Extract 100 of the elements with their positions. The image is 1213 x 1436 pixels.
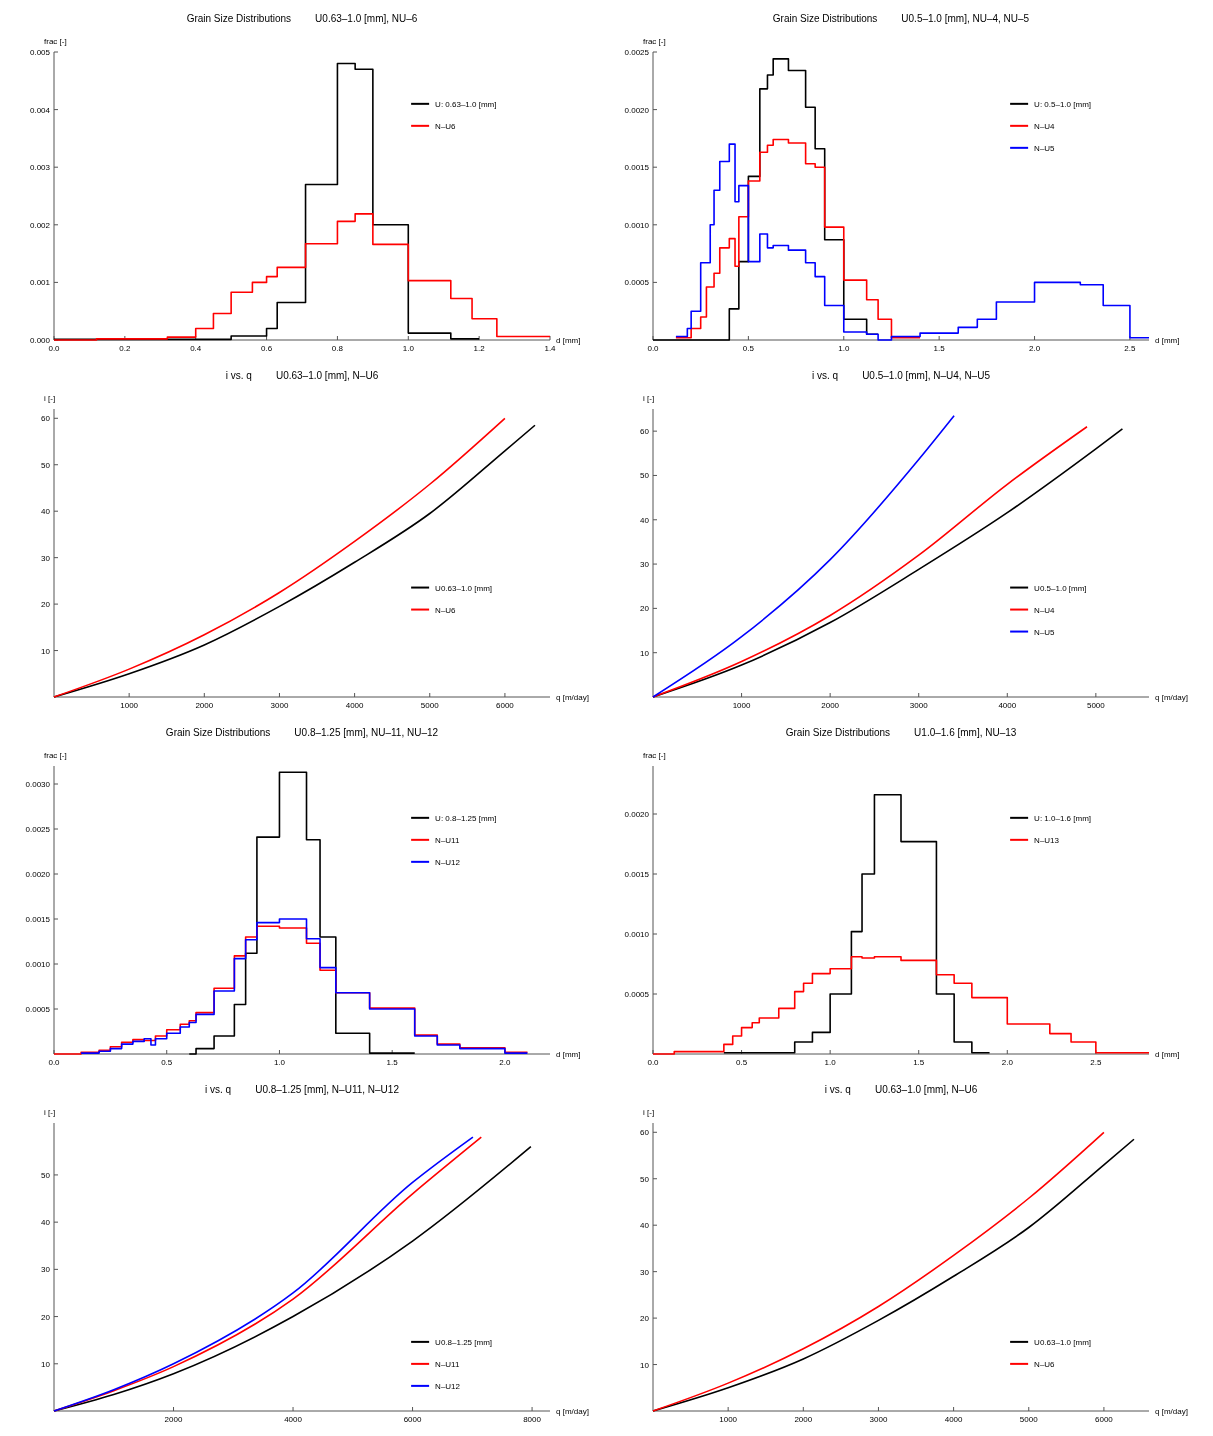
y-tick-label: 0.0005 <box>25 1005 51 1014</box>
y-tick-label: 30 <box>640 1267 650 1277</box>
x-axis-title: q [m/day] <box>1155 693 1188 702</box>
x-tick-label: 0.5 <box>161 1058 173 1067</box>
legend-label: N–U13 <box>1034 835 1060 845</box>
x-tick-label: 0.0 <box>48 344 61 353</box>
y-axis-title: i [-] <box>44 394 56 403</box>
y-tick-label: 0.0020 <box>624 105 650 115</box>
y-tick-label: 0.0020 <box>25 870 51 879</box>
y-tick-label: 30 <box>41 553 51 563</box>
legend-label: U0.8–1.25 [mm] <box>435 1337 493 1347</box>
y-tick-label: 0.0010 <box>624 220 650 230</box>
y-axis-title: frac [-] <box>44 751 67 760</box>
y-tick-label: 0.000 <box>29 336 51 345</box>
legend-label: N–U6 <box>435 605 457 615</box>
legend-label: N–U6 <box>435 121 457 131</box>
x-tick-label: 2.0 <box>499 1058 512 1067</box>
y-tick-label: 0.0015 <box>25 915 51 924</box>
x-tick-label: 1.0 <box>824 1058 837 1067</box>
x-tick-label: 1.4 <box>544 344 557 353</box>
x-tick-label: 4000 <box>345 701 365 710</box>
x-tick-label: 3000 <box>270 701 289 710</box>
y-tick-label: 30 <box>41 1265 51 1275</box>
x-tick-label: 3000 <box>909 701 929 710</box>
legend-label: U0.63–1.0 [mm] <box>1034 1337 1092 1347</box>
x-tick-label: 4000 <box>944 1415 964 1424</box>
x-tick-label: 0.0 <box>48 1058 61 1067</box>
x-tick-label: 2000 <box>821 701 840 710</box>
chart-title: Grain Size Distributions <box>186 13 292 24</box>
y-axis-title: frac [-] <box>643 751 666 760</box>
chart-title: Grain Size Distributions <box>772 13 878 24</box>
y-tick-label: 0.0015 <box>624 163 650 173</box>
y-axis-title: i [-] <box>643 394 655 403</box>
y-tick-label: 0.0005 <box>624 278 650 288</box>
y-axis-title: i [-] <box>44 1108 56 1117</box>
y-tick-label: 20 <box>41 600 51 610</box>
x-tick-label: 2000 <box>195 701 214 710</box>
legend-label: N–U4 <box>1034 121 1056 131</box>
x-axis-title: q [m/day] <box>556 693 589 702</box>
chart-subtitle: U0.5–1.0 [mm], NU–4, NU–5 <box>901 13 1030 24</box>
y-tick-label: 10 <box>41 1359 51 1369</box>
y-tick-label: 0.002 <box>29 220 51 230</box>
chart-title: Grain Size Distributions <box>165 727 271 738</box>
x-tick-label: 6000 <box>496 701 515 710</box>
chart-subtitle: U0.63–1.0 [mm], NU–6 <box>315 13 418 24</box>
chart-subtitle: U0.63–1.0 [mm], N–U6 <box>874 1084 978 1095</box>
x-tick-label: 0.2 <box>119 344 131 353</box>
x-tick-label: 6000 <box>1095 1415 1114 1424</box>
x-tick-label: 2.0 <box>1028 344 1041 353</box>
x-tick-label: 1.5 <box>386 1058 399 1067</box>
x-axis-title: d [mm] <box>1155 336 1180 345</box>
x-tick-label: 0.6 <box>261 344 273 353</box>
x-tick-label: 0.0 <box>647 1058 660 1067</box>
x-axis-title: d [mm] <box>556 336 581 345</box>
y-tick-label: 20 <box>41 1312 51 1322</box>
y-axis-title: i [-] <box>643 1108 655 1117</box>
chart-title: i vs. q <box>812 370 839 381</box>
chart-title: Grain Size Distributions <box>785 727 891 738</box>
y-tick-label: 0.0020 <box>624 810 650 819</box>
y-tick-label: 50 <box>41 1170 51 1180</box>
legend-label: N–U12 <box>435 857 461 867</box>
x-tick-label: 6000 <box>403 1415 422 1424</box>
chart-subtitle: U0.8–1.25 [mm], NU–11, NU–12 <box>294 727 439 738</box>
y-tick-label: 0.0015 <box>624 870 650 879</box>
y-tick-label: 40 <box>640 1221 650 1231</box>
legend-label: U: 1.0–1.6 [mm] <box>1034 813 1092 823</box>
legend-label: U0.63–1.0 [mm] <box>435 583 493 593</box>
legend-label: U: 0.5–1.0 [mm] <box>1034 99 1092 109</box>
legend-label: N–U4 <box>1034 605 1056 615</box>
y-tick-label: 10 <box>640 648 650 658</box>
x-tick-label: 0.4 <box>190 344 202 353</box>
x-tick-label: 5000 <box>1086 701 1106 710</box>
x-axis-title: d [mm] <box>556 1050 581 1059</box>
line-series <box>652 414 955 698</box>
x-tick-label: 1000 <box>719 1415 738 1424</box>
y-tick-label: 60 <box>640 1128 650 1138</box>
legend-label: U: 0.8–1.25 [mm] <box>435 813 497 823</box>
y-axis-title: frac [-] <box>44 37 67 46</box>
x-tick-label: 3000 <box>869 1415 888 1424</box>
y-tick-label: 0.0005 <box>624 990 650 999</box>
x-tick-label: 4000 <box>284 1415 303 1424</box>
x-tick-label: 2.5 <box>1124 344 1137 353</box>
legend-label: U: 0.63–1.0 [mm] <box>435 99 497 109</box>
y-tick-label: 50 <box>640 1174 650 1184</box>
x-tick-label: 1.0 <box>273 1058 286 1067</box>
y-tick-label: 40 <box>41 1218 51 1228</box>
x-tick-label: 1000 <box>732 701 752 710</box>
x-tick-label: 1.2 <box>473 344 486 353</box>
y-tick-label: 40 <box>41 507 51 517</box>
chart-subtitle: U0.63–1.0 [mm], N–U6 <box>275 370 379 381</box>
x-tick-label: 1.5 <box>933 344 946 353</box>
chart-subtitle: U0.8–1.25 [mm], N–U11, N–U12 <box>255 1084 400 1095</box>
legend-label: U0.5–1.0 [mm] <box>1034 583 1087 593</box>
y-tick-label: 20 <box>640 604 650 614</box>
y-tick-label: 0.004 <box>29 105 51 115</box>
legend-label: N–U6 <box>1034 1359 1056 1369</box>
y-tick-label: 40 <box>640 515 650 525</box>
x-tick-label: 1000 <box>120 701 139 710</box>
y-tick-label: 0.0010 <box>25 960 51 969</box>
x-tick-label: 2000 <box>164 1415 183 1424</box>
